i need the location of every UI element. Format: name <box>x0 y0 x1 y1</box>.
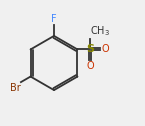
Text: S: S <box>86 44 94 54</box>
Text: O: O <box>102 44 109 54</box>
Text: CH$_3$: CH$_3$ <box>90 24 110 38</box>
Text: O: O <box>86 61 94 71</box>
Text: Br: Br <box>10 83 20 93</box>
Text: F: F <box>51 14 57 24</box>
